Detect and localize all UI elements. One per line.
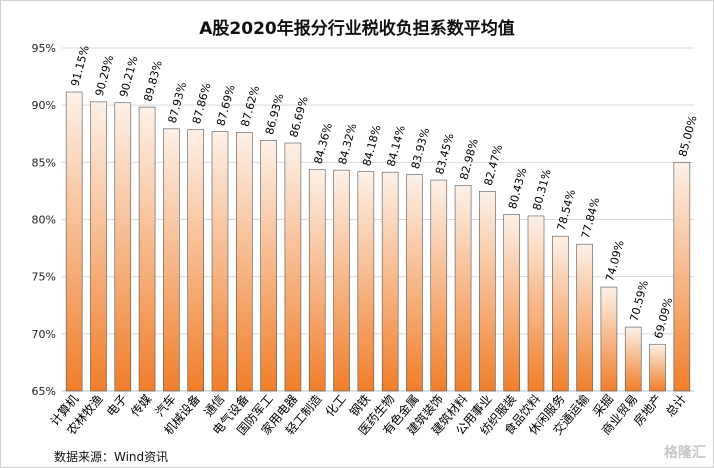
bar-21 <box>552 235 569 392</box>
y-tick-label: 75% <box>32 271 56 284</box>
value-label: 86.69% <box>287 95 310 139</box>
value-label: 84.14% <box>384 124 407 168</box>
value-label: 80.31% <box>530 168 553 212</box>
y-tick-label: 90% <box>32 99 56 112</box>
bar-15 <box>406 174 423 392</box>
bar-1 <box>65 91 83 392</box>
bar-24 <box>624 326 642 392</box>
bar-12 <box>333 169 350 392</box>
bar-18 <box>479 190 496 392</box>
y-axis-ticks: 65% 70% 75% 80% 85% 90% 95% <box>32 42 56 398</box>
gridlines <box>62 47 694 392</box>
value-label: 87.62% <box>239 84 262 128</box>
value-label: 87.86% <box>190 82 213 126</box>
chart-title: A股2020年报分行业税收负担系数平均值 <box>199 19 515 39</box>
bar-13 <box>357 171 375 392</box>
value-label: 87.93% <box>166 81 189 125</box>
y-tick-label: 65% <box>32 385 56 398</box>
y-tick-label: 70% <box>32 328 56 341</box>
bar-17 <box>454 185 472 392</box>
value-label: 90.29% <box>93 54 116 98</box>
value-label: 84.18% <box>360 124 383 168</box>
bar-20 <box>527 215 545 392</box>
value-label: 84.36% <box>312 122 335 166</box>
value-label: 83.45% <box>433 132 456 176</box>
bar-4 <box>138 106 156 392</box>
bar-19 <box>503 214 520 392</box>
bar-2 <box>90 101 107 392</box>
bar-9 <box>260 139 277 392</box>
value-label: 84.32% <box>336 122 359 166</box>
category-label: 电子 <box>104 392 130 419</box>
y-tick-label: 95% <box>32 42 56 55</box>
bar-23 <box>600 286 618 392</box>
y-tick-label: 85% <box>32 156 56 169</box>
value-label: 70.59% <box>628 279 651 323</box>
value-label: 89.83% <box>141 59 164 103</box>
category-label: 传媒 <box>127 391 154 419</box>
value-label: 86.93% <box>263 92 286 136</box>
value-label: 78.54% <box>555 188 578 232</box>
bar-5 <box>163 128 180 392</box>
bar-26 <box>673 162 691 392</box>
value-label: 90.21% <box>117 55 140 99</box>
bar-22 <box>576 243 593 392</box>
bar-25 <box>649 343 666 392</box>
value-label: 80.43% <box>506 166 529 210</box>
y-tick-label: 80% <box>32 214 56 227</box>
bar-7 <box>211 131 229 392</box>
bar-8 <box>236 132 253 392</box>
bar-11 <box>308 169 326 392</box>
category-labels: 计算机农林牧渔电子传媒汽车机械设备通信电气设备国防军工家用电器轻工制造化工钢铁医… <box>47 391 689 437</box>
watermark-logo: 格隆汇 <box>664 445 706 461</box>
category-label: 化工 <box>323 392 349 419</box>
value-label: 82.98% <box>457 137 480 181</box>
bar-6 <box>187 129 204 392</box>
data-source-note: 数据来源：Wind资讯 <box>54 450 169 464</box>
value-label: 85.00% <box>676 114 699 158</box>
value-label: 91.15% <box>68 44 91 88</box>
bar-10 <box>284 142 302 392</box>
value-label: 77.84% <box>579 196 602 240</box>
bar-16 <box>430 179 448 392</box>
value-label: 83.93% <box>409 126 432 170</box>
bar-3 <box>114 102 132 392</box>
bars <box>65 91 691 392</box>
bar-14 <box>381 171 399 392</box>
value-label: 82.47% <box>482 143 505 187</box>
category-label: 总计 <box>663 392 689 419</box>
